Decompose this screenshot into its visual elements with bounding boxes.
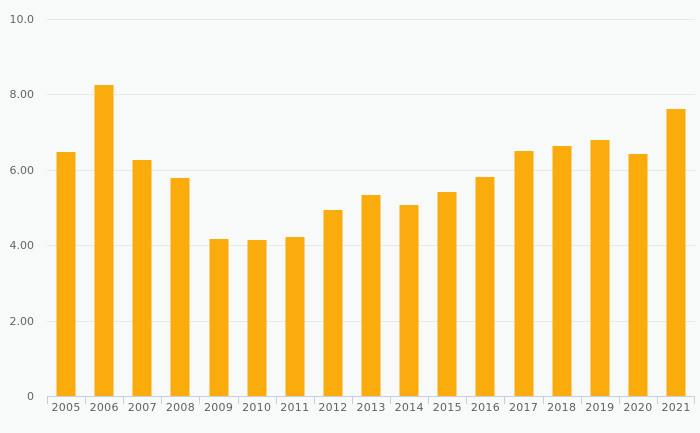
x-tick-label-2009: 2009 [203,401,234,414]
bar-slot-2016 [466,20,504,397]
x-tick-label-2017: 2017 [508,401,539,414]
bar-2008[interactable] [170,178,190,397]
y-tick-label: 4.00 [9,239,35,253]
x-axis-labels: 2005 2006 2007 2008 2009 2010 2011 2012 2013 2014… [47,401,695,414]
x-tick-label-2010: 2010 [242,401,272,414]
gridline [47,19,695,20]
x-axis-tick [504,397,506,404]
bar-2012[interactable] [323,210,343,397]
y-tick-label: 10.0 [9,13,35,26]
bar-2014[interactable] [399,204,419,397]
bar-2013[interactable] [361,194,381,397]
bar-2020[interactable] [628,154,648,397]
bar-2021[interactable] [666,109,686,397]
x-axis-tick [351,397,353,404]
bars-container [47,20,695,397]
gridline [47,169,695,171]
x-axis-tick [313,397,315,404]
bar-slot-2017 [505,20,543,397]
x-axis-tick [466,397,468,404]
x-axis-tick [542,397,544,404]
x-tick-label-2007: 2007 [127,401,157,414]
gridline [47,94,695,96]
plot-area [47,19,695,404]
y-tick-label: 0 [27,390,34,403]
y-tick-label: 2.00 [9,314,35,328]
bar-slot-2010 [238,20,276,397]
bar-2010[interactable] [247,240,267,397]
bar-2006[interactable] [94,85,114,397]
x-axis-line [47,396,695,397]
x-axis-tick [694,397,695,404]
bar-slot-2005 [47,20,85,397]
x-axis-tick [199,397,201,404]
x-axis-tick [580,397,582,404]
x-tick-label-2006: 2006 [89,401,119,414]
bar-slot-2021 [657,20,695,397]
bar-slot-2015 [428,20,466,397]
y-tick-label: 6.00 [9,163,35,177]
bar-slot-2006 [85,20,123,397]
bar-2015[interactable] [437,191,457,397]
x-axis-tick [618,397,620,404]
bar-slot-2011 [276,20,314,397]
x-tick-label-2019: 2019 [585,401,615,414]
x-axis-tick [275,397,277,404]
bar-slot-2009 [200,20,238,397]
bar-slot-2007 [123,20,161,397]
x-tick-label-2011: 2011 [280,401,310,414]
bar-slot-2019 [581,20,619,397]
bar-2016[interactable] [475,176,495,397]
x-tick-label-2014: 2014 [394,401,424,414]
x-axis-tick [428,397,430,404]
bar-2007[interactable] [132,159,152,397]
bar-slot-2014 [390,20,428,397]
bar-2009[interactable] [209,239,229,397]
y-tick-label: 8.00 [9,88,35,102]
x-axis-tick [123,397,125,404]
bar-slot-2020 [619,20,657,397]
bar-2017[interactable] [514,150,534,397]
x-tick-label-2021: 2021 [661,401,691,414]
x-tick-label-2015: 2015 [432,401,462,414]
x-axis-tick [237,397,239,404]
x-axis-tick [390,397,392,404]
x-tick-label-2020: 2020 [623,401,653,414]
x-tick-label-2005: 2005 [51,401,81,414]
x-tick-label-2018: 2018 [547,401,577,414]
x-tick-label-2016: 2016 [470,401,501,414]
bar-slot-2008 [161,20,199,397]
bar-slot-2018 [543,20,581,397]
bar-2011[interactable] [285,237,305,397]
bar-2005[interactable] [56,151,76,397]
x-tick-label-2008: 2008 [165,401,196,414]
x-tick-label-2013: 2013 [356,401,386,414]
bar-2018[interactable] [552,145,572,397]
bar-2019[interactable] [590,139,610,397]
x-axis-tick [47,397,48,404]
x-axis-tick [656,397,658,404]
x-tick-label-2012: 2012 [318,401,348,414]
bar-slot-2013 [352,20,390,397]
bar-slot-2012 [314,20,352,397]
x-axis-tick [161,397,163,404]
x-axis-tick [85,397,87,404]
